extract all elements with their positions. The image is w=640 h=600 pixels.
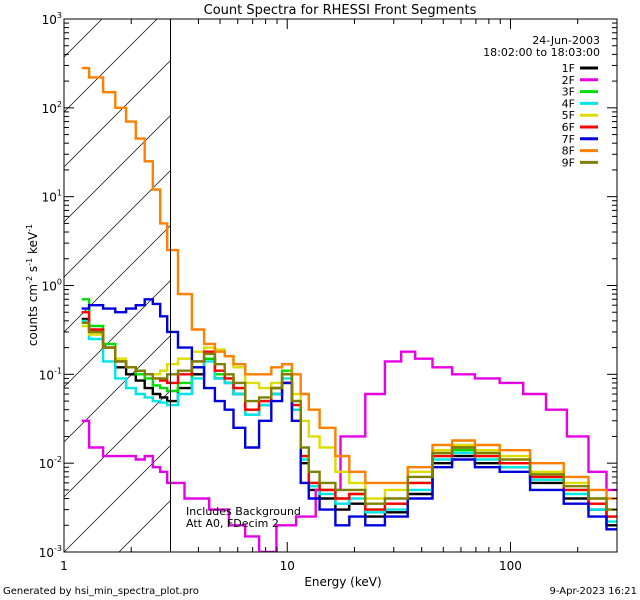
legend-time-range: 18:02:00 to 18:03:00 [483,46,600,59]
legend-label-9F: 9F [562,156,575,169]
legend-label-5F: 5F [562,109,575,122]
x-tick-label: 10 [280,559,295,573]
y-axis-label-sup3: -1 [25,224,34,232]
y-axis-label-sup1: -2 [25,276,34,284]
legend-label-3F: 3F [562,86,575,99]
series-line-2F [81,350,617,552]
legend-label-6F: 6F [562,121,575,134]
legend-label-1F: 1F [562,62,575,75]
legend-label-8F: 8F [562,145,575,158]
y-axis-label-base: counts cm [26,284,40,346]
annotation-attenuator: Att A0, FDecim 2 [186,517,279,530]
x-tick-label: 1 [60,559,68,573]
axis-ticks [63,18,618,553]
x-tick-labels: 1 10 100 [60,559,522,573]
legend-date: 24-Jun-2003 [532,34,600,47]
legend-label-7F: 7F [562,133,575,146]
y-axis-label-end: keV [26,231,40,258]
y-axis-label: counts cm-2 s-1 keV-1 [25,224,40,346]
y-tick-label: 102 [42,100,62,116]
chart-title: Count Spectra for RHESSI Front Segments [204,3,477,18]
y-tick-label: 10-1 [39,366,62,382]
series-line-4F [81,319,617,523]
footer-timestamp: 9-Apr-2023 16:21 [550,586,637,597]
y-axis-label-sup2: -1 [25,258,34,266]
y-axis-label-mid: s [26,266,40,276]
series-line-9F [81,321,617,511]
y-tick-label: 103 [42,11,62,27]
x-tick-label: 100 [499,559,522,573]
series-line-7F [81,298,617,531]
annotation-background: Includes Background [186,505,301,518]
x-axis-label: Energy (keV) [304,575,381,589]
legend-label-2F: 2F [562,74,575,87]
y-tick-labels: 10-3 10-2 10-1 100 101 102 103 [39,11,62,560]
series-group [81,66,617,552]
y-tick-label: 10-2 [39,455,62,471]
legend-label-4F: 4F [562,97,575,110]
y-tick-label: 101 [42,189,62,205]
y-tick-label: 10-3 [39,544,62,560]
series-line-8F [81,66,617,500]
y-tick-label: 100 [42,278,62,294]
footer-generator: Generated by hsi_min_spectra_plot.pro [3,586,199,597]
